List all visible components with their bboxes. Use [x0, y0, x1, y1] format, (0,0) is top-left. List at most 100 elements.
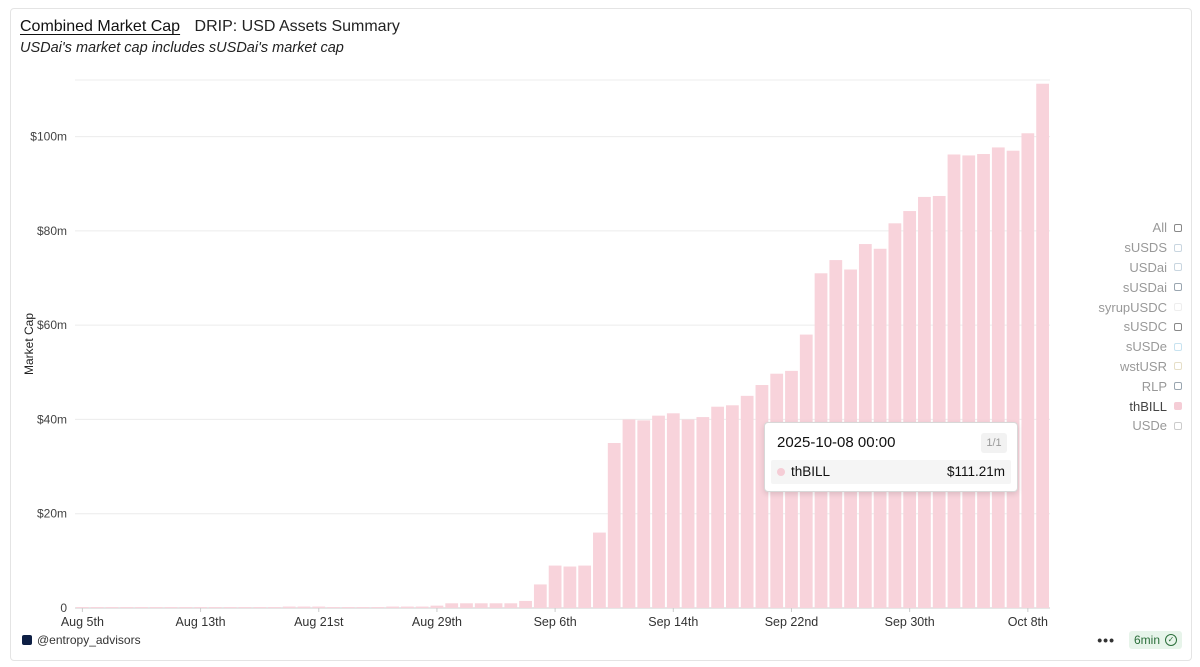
- legend-checkbox-icon: [1174, 303, 1182, 312]
- bar: [504, 603, 518, 608]
- bar: [622, 419, 636, 608]
- bar: [888, 223, 902, 609]
- legend-item-all[interactable]: All: [1062, 218, 1182, 238]
- legend-checkbox-icon: [1174, 223, 1182, 232]
- bar: [401, 606, 414, 608]
- bar: [327, 607, 340, 608]
- bar: [268, 607, 281, 608]
- bar: [223, 607, 237, 608]
- bar: [90, 607, 104, 608]
- bar: [1021, 133, 1035, 608]
- bar: [548, 565, 562, 608]
- y-tick-label: $40m: [37, 412, 67, 426]
- bar: [1036, 83, 1049, 608]
- x-tick-label: Aug 13th: [176, 615, 226, 629]
- legend-checkbox-icon: [1174, 402, 1182, 411]
- legend-checkbox-icon: [1174, 283, 1182, 292]
- x-tick-label: Aug 21st: [294, 615, 344, 629]
- legend-label: All: [1152, 220, 1167, 236]
- chart-header: Combined Market Cap DRIP: USD Assets Sum…: [20, 18, 400, 36]
- legend-label: sUSDS: [1124, 240, 1167, 256]
- x-tick-label: Aug 29th: [412, 615, 462, 629]
- legend-item-syrupusdc[interactable]: syrupUSDC: [1062, 297, 1182, 317]
- legend-checkbox-icon: [1174, 342, 1182, 351]
- bar: [356, 607, 370, 608]
- y-axis-label: Market Cap: [22, 313, 36, 375]
- bar: [489, 603, 503, 608]
- bar: [297, 606, 311, 608]
- y-tick-label: $100m: [30, 130, 67, 144]
- legend-checkbox-icon: [1174, 382, 1182, 391]
- bar: [149, 607, 163, 608]
- bar: [755, 385, 769, 608]
- y-tick-label: 0: [60, 601, 67, 615]
- legend-checkbox-icon: [1174, 243, 1182, 252]
- legend-item-susdc[interactable]: sUSDC: [1062, 317, 1182, 337]
- x-tick-label: Aug 5th: [61, 615, 104, 629]
- bar: [76, 607, 89, 608]
- bar: [918, 196, 931, 608]
- more-options-icon[interactable]: •••: [1097, 632, 1115, 648]
- bar: [445, 603, 459, 608]
- legend-item-susde[interactable]: sUSDe: [1062, 337, 1182, 357]
- bar: [164, 607, 178, 608]
- bar: [962, 155, 976, 608]
- legend-label: thBILL: [1129, 398, 1167, 414]
- tooltip-series-dot: [777, 468, 785, 476]
- bar: [637, 420, 651, 608]
- bar: [991, 147, 1005, 608]
- refresh-badge[interactable]: 6min ✓: [1128, 631, 1182, 649]
- legend-label: RLP: [1141, 378, 1167, 394]
- legend: All sUSDS USDai sUSDai syrupUSDC sUSDC sUSDe ws…: [1062, 218, 1182, 436]
- bar: [474, 603, 488, 608]
- legend-checkbox-icon: [1174, 362, 1182, 371]
- y-tick-label: $20m: [37, 507, 67, 521]
- bar: [238, 607, 252, 608]
- legend-label: syrupUSDC: [1098, 299, 1167, 315]
- legend-checkbox-icon: [1174, 263, 1182, 272]
- bar: [533, 584, 547, 608]
- x-tick-label: Sep 30th: [885, 615, 935, 629]
- bar: [371, 607, 385, 608]
- y-tick-label: $60m: [37, 318, 67, 332]
- bar: [977, 154, 990, 608]
- chart-title-link[interactable]: Combined Market Cap: [20, 18, 181, 35]
- bar: [593, 532, 606, 608]
- x-tick-label: Sep 14th: [648, 615, 698, 629]
- legend-item-susds[interactable]: sUSDS: [1062, 238, 1182, 258]
- bar: [607, 443, 621, 608]
- legend-checkbox-icon: [1174, 322, 1182, 331]
- tooltip-date: 2025-10-08 00:00: [777, 434, 896, 451]
- chart-note: USDai's market cap includes sUSDai's mar…: [20, 40, 344, 56]
- legend-item-rlp[interactable]: RLP: [1062, 376, 1182, 396]
- bar: [1006, 150, 1020, 608]
- legend-item-usdai[interactable]: USDai: [1062, 258, 1182, 278]
- legend-item-susdai[interactable]: sUSDai: [1062, 277, 1182, 297]
- legend-checkbox-icon: [1174, 421, 1182, 430]
- tooltip-series-name: thBILL: [791, 464, 831, 479]
- legend-label: wstUSR: [1120, 358, 1167, 374]
- bar: [740, 395, 754, 608]
- footer-controls: ••• 6min ✓: [1097, 631, 1182, 649]
- legend-label: sUSDC: [1123, 319, 1167, 335]
- bar: [312, 606, 326, 608]
- bar: [194, 607, 207, 608]
- bar: [341, 607, 355, 608]
- legend-item-thbill[interactable]: thBILL: [1062, 396, 1182, 416]
- bar: [947, 154, 961, 608]
- bar: [282, 606, 296, 608]
- author-logo-icon: [22, 635, 32, 645]
- bar: [120, 607, 134, 608]
- legend-item-wstusr[interactable]: wstUSR: [1062, 357, 1182, 377]
- legend-item-usde[interactable]: USDe: [1062, 416, 1182, 436]
- refresh-age: 6min: [1133, 633, 1160, 647]
- bar: [179, 607, 193, 608]
- legend-label: USDai: [1129, 259, 1167, 275]
- x-tick-label: Sep 22nd: [765, 615, 819, 629]
- bar: [415, 606, 429, 608]
- bar: [105, 607, 119, 608]
- legend-label: sUSDai: [1122, 279, 1167, 295]
- footer-author[interactable]: @entropy_advisors: [22, 633, 141, 647]
- bar: [681, 419, 695, 608]
